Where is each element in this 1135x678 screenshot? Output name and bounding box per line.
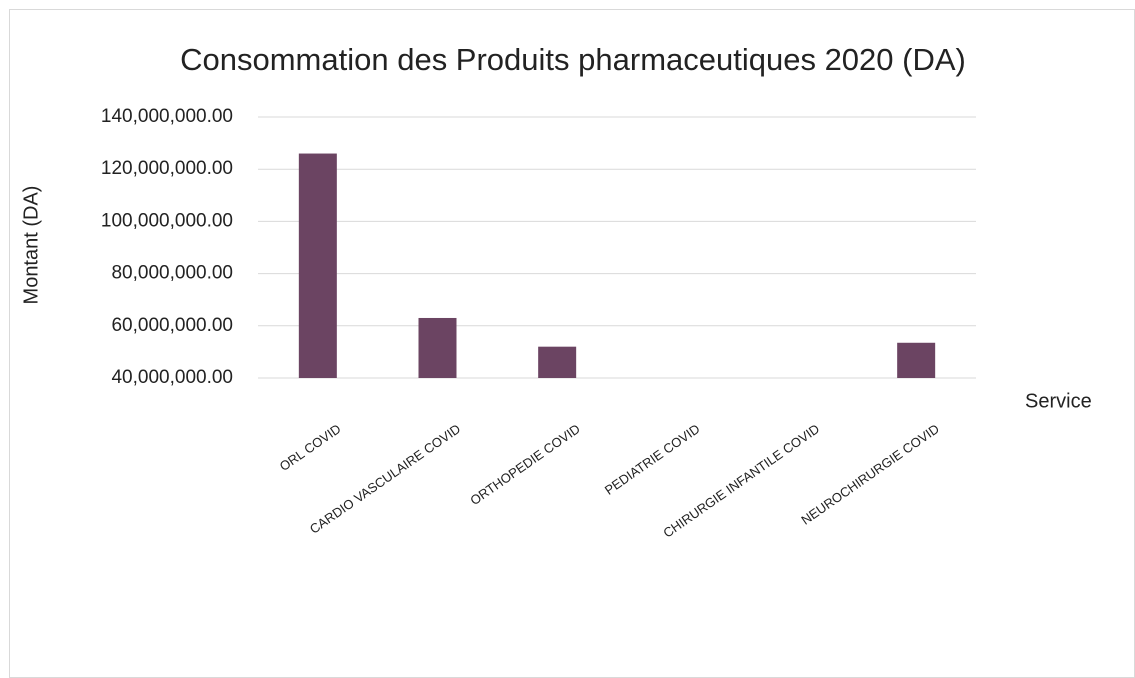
y-tick-label: 40,000,000.00 (111, 367, 233, 388)
chart-title: Consommation des Produits pharmaceutique… (180, 42, 966, 77)
bar (538, 346, 577, 378)
x-axis-label: Service (1025, 390, 1092, 412)
y-tick-label: 80,000,000.00 (111, 263, 233, 284)
y-tick-label: 120,000,000.00 (101, 158, 233, 179)
y-axis-label: Montant (DA) (20, 186, 42, 305)
y-tick-label: 140,000,000.00 (101, 106, 233, 127)
bar (418, 317, 457, 378)
y-tick-label: 100,000,000.00 (101, 210, 233, 231)
bar (298, 153, 337, 378)
chart-border (9, 9, 1135, 678)
bar (897, 342, 936, 378)
y-tick-label: 60,000,000.00 (111, 315, 233, 336)
